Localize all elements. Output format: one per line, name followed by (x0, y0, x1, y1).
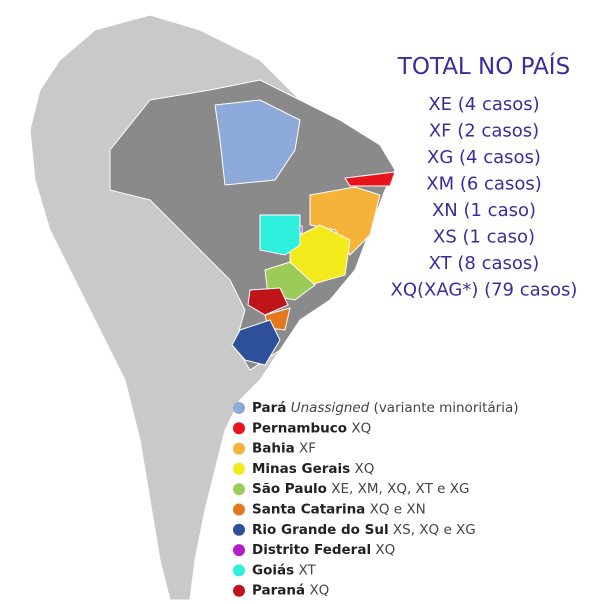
variant: XT (298, 562, 316, 578)
legend-dot (233, 503, 245, 516)
legend-entry: Santa Catarina XQ e XN (252, 502, 426, 518)
state-name: Rio Grande do Sul (252, 522, 389, 538)
total-line: XQ(XAG*) (79 casos) (391, 280, 578, 301)
total-line: XM (6 casos) (426, 174, 542, 195)
legend-entry: Minas Gerais XQ (252, 461, 374, 477)
state-name: São Paulo (252, 481, 327, 497)
legend-entry: Pernambuco XQ (252, 420, 371, 436)
state-region (309, 186, 381, 256)
variant: XQ (309, 583, 329, 599)
state-region (344, 171, 396, 187)
legend-entry: Paraná XQ (252, 583, 329, 599)
total-line: XS (1 caso) (433, 227, 535, 248)
legend-dot (233, 402, 245, 414)
total-line: XN (1 caso) (432, 200, 536, 221)
variant: XF (299, 441, 316, 457)
total-line: XF (2 casos) (429, 121, 539, 142)
state-region (231, 319, 281, 366)
variant: XQ e XN (370, 502, 426, 518)
state-name: Minas Gerais (252, 461, 350, 477)
legend-dot (233, 422, 245, 435)
legend-dot (233, 523, 245, 536)
legend-entry: Rio Grande do Sul XS, XQ e XG (252, 522, 476, 538)
variant: XQ (354, 461, 374, 477)
state-name: Pernambuco (252, 420, 347, 436)
title: TOTAL NO PAÍS (397, 52, 570, 80)
total-line: XG (4 casos) (427, 147, 541, 168)
state-name: Distrito Federal (252, 542, 371, 558)
state-region (247, 287, 289, 316)
legend-dot (233, 584, 245, 597)
legend-dot (233, 564, 245, 577)
legend-entry: Goiás XT (252, 562, 316, 578)
brazil (109, 79, 396, 371)
variant: XS, XQ e XG (393, 522, 476, 538)
state-name: Santa Catarina (252, 502, 365, 518)
variant: Unassigned (291, 400, 370, 416)
state-name: Goiás (252, 562, 294, 578)
state-region (214, 99, 301, 186)
variant: XE, XM, XQ, XT e XG (331, 481, 469, 497)
variant: XQ (375, 542, 395, 558)
legend-entry: Pará Unassigned (variante minoritária) (252, 400, 519, 416)
state-name: Paraná (252, 583, 305, 599)
legend-dot (233, 544, 245, 557)
legend-dot (233, 442, 245, 455)
legend-entry: Bahia XF (252, 441, 316, 457)
state-name: Pará (252, 400, 286, 416)
legend-entry: Distrito Federal XQ (252, 542, 395, 558)
total-line: XE (4 casos) (428, 94, 539, 115)
legend-dot (233, 462, 245, 475)
variant: XQ (351, 420, 371, 436)
legend-entry: São Paulo XE, XM, XQ, XT e XG (252, 481, 469, 497)
state-name: Bahia (252, 441, 295, 457)
legend-dot (233, 483, 245, 496)
state-region (259, 214, 301, 256)
note: (variante minoritária) (374, 400, 519, 416)
total-line: XT (8 casos) (429, 253, 540, 274)
